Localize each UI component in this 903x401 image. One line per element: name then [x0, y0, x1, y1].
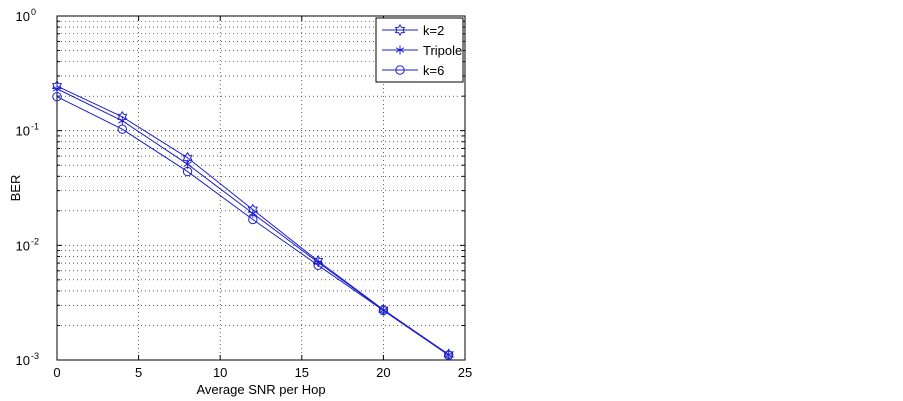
asterisk-stroke [52, 86, 62, 92]
legend-marker [394, 24, 406, 36]
legend-label: k=6 [423, 63, 444, 78]
data-point [118, 116, 127, 126]
legend-marker [395, 65, 405, 75]
circle-marker-shape [182, 166, 193, 177]
circle-marker-shape [378, 305, 389, 316]
x-tick-label: 10 [213, 365, 227, 380]
data-point [313, 260, 323, 270]
data-series [51, 80, 454, 361]
data-point [52, 91, 62, 102]
y-tick-exponent: -1 [31, 122, 39, 132]
x-tick-label: 15 [295, 365, 309, 380]
series-line [56, 96, 449, 356]
circle-marker-shape [52, 91, 62, 102]
circle-marker-shape [443, 350, 454, 360]
plot-area [56, 15, 466, 361]
y-tick-exponent: -2 [31, 236, 39, 246]
data-point [248, 214, 258, 225]
data-point [182, 166, 193, 177]
series-k-6 [52, 91, 454, 360]
legend: k=2 Tripole k=6 [375, 17, 464, 83]
y-tick-exponent: -3 [31, 351, 39, 361]
circle-marker-shape [117, 124, 127, 134]
grid-lines [57, 16, 465, 360]
x-tick-label: 20 [376, 365, 390, 380]
legend-label: Tripole [423, 43, 462, 58]
asterisk-stroke [395, 47, 405, 53]
data-point [378, 305, 389, 316]
asterisk-stroke [183, 161, 192, 167]
hexagram-marker-shape [394, 24, 406, 36]
y-tick-label: 10 [16, 353, 30, 368]
data-point [52, 84, 62, 94]
asterisk-stroke [118, 118, 127, 124]
data-point [248, 208, 258, 218]
circle-marker-shape [248, 214, 258, 225]
y-tick-exponent: 0 [31, 7, 36, 17]
circle-marker-shape [313, 260, 323, 270]
x-axis-label: Average SNR per Hop [196, 382, 325, 397]
data-point [117, 124, 127, 134]
legend-entry: k=2 [382, 23, 444, 38]
circle-marker-shape [395, 65, 405, 75]
x-tick-label: 5 [135, 365, 142, 380]
x-tick-label: 25 [458, 365, 472, 380]
y-axis-label: BER [8, 175, 23, 202]
legend-entry: Tripole [382, 43, 462, 58]
y-tick-label: 10 [16, 238, 30, 253]
legend-marker [395, 45, 405, 55]
asterisk-stroke [248, 210, 258, 217]
legend-entry: k=6 [382, 63, 444, 78]
x-tick-label: 0 [53, 365, 60, 380]
legend-label: k=2 [423, 23, 444, 38]
y-tick-label: 10 [16, 9, 30, 24]
series-tripole [52, 84, 453, 360]
y-tick-label: 10 [16, 124, 30, 139]
data-point [443, 350, 454, 360]
